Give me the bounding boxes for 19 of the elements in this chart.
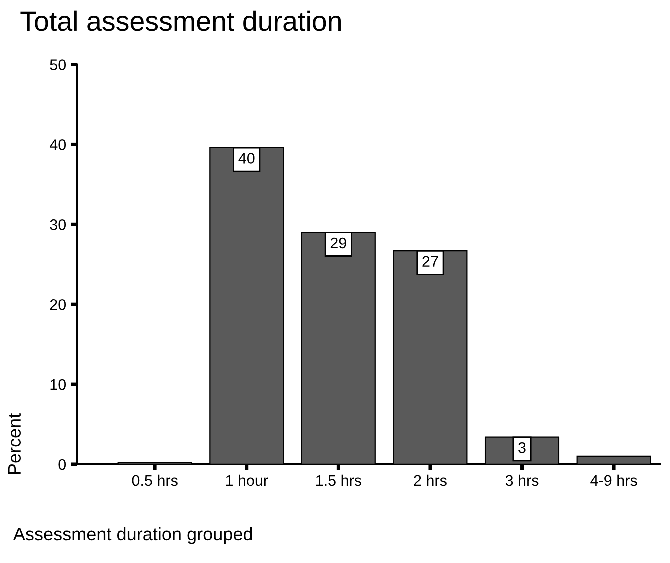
y-tick-label: 30 (50, 220, 66, 230)
y-tick-label: 0 (58, 459, 66, 470)
y-axis-title: Percent (8, 414, 22, 474)
x-tick-label: 4-9 hrs (590, 474, 638, 486)
x-tick-label: 0.5 hrs (132, 474, 178, 486)
x-axis-title: Assessment duration grouped (13, 527, 252, 544)
y-tick-label: 50 (50, 60, 66, 70)
x-tick-label: 2 hrs (414, 474, 447, 486)
y-tick-label: 20 (50, 299, 66, 310)
x-tick-label: 1.5 hrs (316, 474, 362, 486)
x-tick-label: 1 hour (226, 474, 268, 486)
data-label: 29 (330, 238, 346, 249)
chart-title: Total assessment duration (20, 10, 341, 32)
x-tick-label: 3 hrs (506, 474, 539, 486)
data-label: 40 (238, 153, 255, 164)
data-label: 3 (518, 442, 526, 454)
data-label: 27 (422, 256, 438, 267)
y-tick-label: 40 (50, 140, 66, 150)
y-tick-label: 10 (50, 379, 66, 390)
